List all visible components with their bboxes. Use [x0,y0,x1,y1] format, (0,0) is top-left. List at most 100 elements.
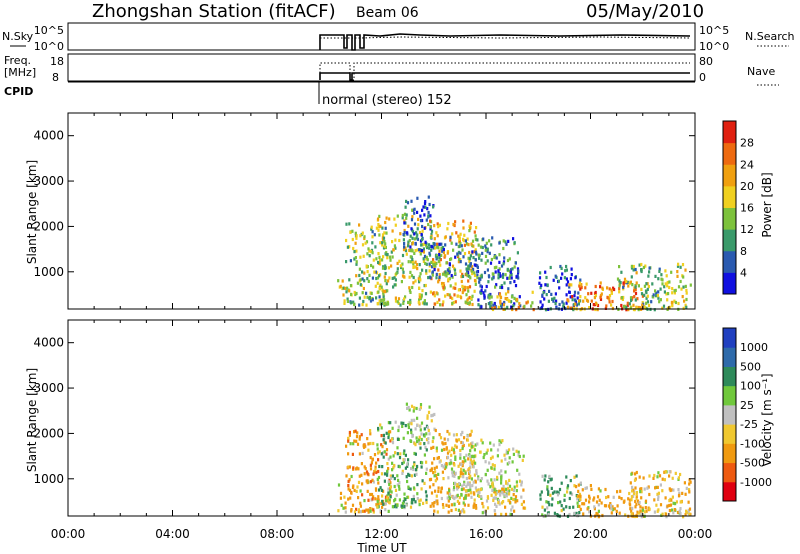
range-cell [422,205,425,209]
range-cell [505,494,508,498]
range-cell [466,298,469,302]
range-cell [473,278,477,283]
range-cell [451,232,454,236]
range-cell [666,306,670,310]
range-cell [383,240,386,244]
range-cell [429,235,432,240]
range-cell [454,220,457,224]
range-cell [665,515,668,519]
range-cell [577,302,580,306]
range-cell [392,454,395,458]
range-cell [360,462,363,466]
range-cell [347,436,350,440]
range-cell [547,512,550,517]
range-cell [657,471,660,475]
range-cell [462,468,465,472]
range-cell [565,505,568,509]
range-cell [500,459,503,463]
range-cell [632,264,635,269]
range-cell [606,286,609,290]
range-cell [582,299,585,303]
range-cell [616,490,619,494]
range-cell [483,270,487,275]
range-cell [386,496,389,500]
range-cell [558,286,561,290]
range-cell [372,480,375,484]
range-cell [532,308,535,312]
range-cell [594,294,597,298]
range-cell [517,305,520,309]
range-cell [409,255,412,259]
range-cell [389,455,392,459]
range-cell [677,285,681,289]
range-cell [376,276,380,280]
range-cell [459,242,462,246]
range-cell [378,259,382,263]
range-cell [451,296,454,301]
range-cell [644,264,647,268]
range-cell [508,276,511,280]
range-cell [423,442,426,446]
range-cell [637,284,640,288]
nsky-trace [319,33,691,51]
range-cell [347,484,350,488]
range-cell [393,484,396,489]
range-cell [442,505,445,509]
range-cell [370,461,373,465]
range-cell [488,239,491,243]
range-cell [471,302,474,307]
range-cell [353,439,356,443]
range-cell [348,430,351,435]
range-cell [635,491,638,495]
range-cell [443,286,446,290]
range-cell [438,298,441,302]
range-cell [635,281,638,285]
range-cell [439,263,442,267]
range-cell [461,464,464,468]
range-cell [673,289,676,293]
range-cell [684,303,687,307]
range-cell [462,460,465,464]
range-cell [387,433,390,437]
colorbar-swatch [723,328,736,348]
xtick-label: 16:00 [469,527,504,541]
range-cell [677,488,680,492]
range-cell [372,441,375,446]
range-cell [361,277,364,281]
range-cell [463,252,467,256]
range-cell [413,211,416,215]
range-cell [570,273,573,277]
range-cell [375,488,378,492]
range-cell [475,469,478,473]
range-cell [381,445,384,449]
range-cell [474,480,477,484]
range-cell [360,473,363,477]
range-cell [435,449,438,453]
range-cell [506,267,509,271]
colorbar-swatch [723,207,736,230]
range-cell [382,236,386,240]
range-cell [404,205,407,209]
range-cell [409,505,413,509]
range-cell [394,503,397,507]
range-cell [404,466,407,470]
ytick-label: 3000 [33,381,64,395]
range-cell [461,445,464,449]
range-cell [620,303,623,308]
range-cell [473,263,476,267]
range-cell [504,512,508,516]
range-cell [423,302,426,306]
range-cell [454,272,457,276]
range-cell [608,300,611,304]
range-cell [418,275,421,279]
range-cell [656,485,659,489]
range-cell [648,507,651,511]
range-cell [669,488,672,493]
range-cell [414,427,417,431]
range-cell [394,296,397,300]
range-cell [377,475,381,480]
range-cell [448,489,451,493]
range-cell [512,447,515,451]
range-cell [437,246,440,250]
range-cell [377,502,380,506]
